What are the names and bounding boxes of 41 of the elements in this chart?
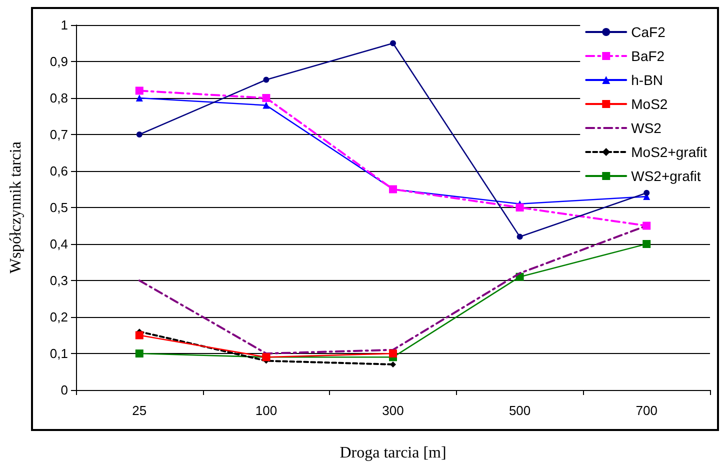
point (136, 132, 142, 138)
y-tick-label: 0,5 (50, 200, 68, 215)
x-axis-title: Droga tarcia [m] (340, 444, 446, 462)
y-tick-label: 0,9 (50, 54, 68, 69)
legend-label: CaF2 (631, 24, 666, 40)
x-tick-label: 500 (508, 403, 531, 418)
point (644, 190, 650, 196)
legend-label: WS2 (631, 120, 662, 136)
point (516, 234, 523, 240)
legend-label: MoS2+grafit (631, 144, 708, 160)
y-tick-label: 0,1 (50, 346, 68, 361)
y-tick-label: 1 (60, 18, 68, 32)
point (135, 350, 144, 358)
y-tick-label: 0,3 (50, 273, 68, 288)
point (135, 86, 144, 95)
y-tick-label: 0,8 (50, 90, 68, 106)
x-tick-label: 700 (636, 403, 658, 418)
point (262, 102, 270, 109)
point (390, 40, 396, 46)
x-tick-label: 100 (255, 403, 278, 418)
y-axis-title: Współczynnik tarcia (8, 142, 24, 274)
point (389, 350, 397, 358)
x-tick-label: 25 (132, 403, 147, 418)
point (136, 94, 143, 102)
legend-label: h-BN (631, 72, 664, 88)
x-tick-label: 300 (382, 403, 404, 418)
y-tick-label: 0 (60, 382, 68, 398)
point (516, 204, 524, 212)
point (135, 331, 144, 340)
y-tick-label: 0,7 (50, 127, 68, 142)
point (642, 240, 651, 248)
legend-label: WS2+grafit (631, 168, 701, 184)
y-tick-label: 0,4 (50, 236, 68, 252)
y-tick-label: 0,2 (50, 310, 68, 324)
point (262, 94, 270, 102)
point (263, 76, 270, 83)
point (642, 222, 651, 230)
point (390, 361, 396, 368)
y-tick-label: 0,6 (50, 164, 68, 178)
legend-label: BaF2 (631, 48, 665, 64)
legend-label: MoS2 (631, 96, 668, 112)
